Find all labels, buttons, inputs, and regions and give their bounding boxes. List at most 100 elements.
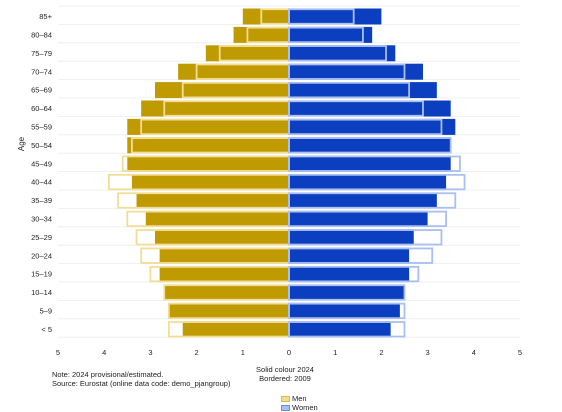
x-tick-label: 5 (518, 348, 522, 357)
x-tick-label: 2 (379, 348, 383, 357)
bar-women-2009 (288, 100, 424, 117)
bar-men-2024 (127, 137, 289, 154)
bar-women-2009 (288, 137, 452, 154)
bar-men-2024 (242, 8, 289, 25)
bar-men-2024 (178, 63, 289, 80)
age-tick-label: 40–44 (31, 178, 52, 187)
bar-women-2024 (289, 229, 414, 246)
x-tick-label: 5 (56, 348, 60, 357)
bar-women-2024 (289, 321, 391, 338)
bar-men-2024 (136, 192, 289, 209)
legend-item-women: Women (281, 403, 318, 412)
legend-item-men: Men (281, 394, 318, 403)
bar-men-2024 (155, 82, 289, 99)
bar-women-2024 (289, 137, 451, 154)
bar-women-2024 (289, 155, 451, 172)
bar-women-2024 (289, 284, 405, 301)
bar-women-2024 (289, 247, 410, 264)
age-tick-label: 50–54 (31, 141, 52, 150)
age-tick-label: < 5 (41, 325, 52, 334)
age-tick-label: 30–34 (31, 215, 52, 224)
bar-women-2024 (289, 63, 423, 80)
bar-men-2024 (127, 155, 289, 172)
axis-labels: 85+80–8475–7970–7465–6960–6455–5950–5445… (17, 12, 522, 357)
age-tick-label: 45–49 (31, 159, 52, 168)
bar-women-2024 (289, 174, 447, 191)
bar-women-2024 (289, 82, 437, 99)
age-tick-label: 75–79 (31, 49, 52, 58)
bar-women-2024 (289, 100, 451, 117)
age-tick-label: 25–29 (31, 233, 52, 242)
x-tick-label: 1 (333, 348, 337, 357)
legend-label-women: Women (292, 403, 318, 412)
age-tick-label: 70–74 (31, 67, 52, 76)
legend: Men Women (281, 394, 318, 412)
bar-women-2009 (288, 229, 443, 246)
source-text: Source: Eurostat (online data code: demo… (52, 379, 231, 388)
age-tick-label: 20–24 (31, 251, 52, 260)
bar-men-2024 (168, 302, 289, 319)
x-tick-label: 2 (195, 348, 199, 357)
bar-men-2024 (145, 210, 289, 227)
bar-men-2024 (182, 321, 289, 338)
x-tick-label: 4 (102, 348, 106, 357)
x-tick-label: 1 (241, 348, 245, 357)
age-tick-label: 10–14 (31, 288, 52, 297)
bar-women-2024 (289, 210, 428, 227)
bar-men-2024 (233, 26, 289, 43)
solid-bars-2024 (127, 8, 456, 338)
bar-women-2009 (288, 118, 443, 136)
x-tick-label: 4 (472, 348, 476, 357)
bar-women-2009 (288, 26, 364, 44)
bar-men-2024 (159, 266, 289, 283)
bar-women-2024 (289, 302, 400, 319)
x-tick-label: 3 (148, 348, 152, 357)
bar-women-2009 (288, 192, 457, 209)
bar-men-2024 (164, 284, 289, 301)
bar-women-2009 (288, 321, 406, 338)
bar-men-2024 (141, 100, 289, 117)
year-encoding-note: Solid colour 2024 Bordered: 2009 (240, 365, 330, 383)
bar-women-2009 (288, 265, 420, 283)
bar-men-2024 (205, 45, 289, 62)
age-tick-label: 65–69 (31, 86, 52, 95)
bar-women-2024 (289, 45, 396, 62)
y-axis-title: Age (17, 136, 26, 151)
source-note: Note: 2024 provisional/estimated. Source… (52, 370, 230, 388)
bar-men-2024 (155, 229, 289, 246)
center-note-line2: Bordered: 2009 (259, 374, 311, 383)
age-tick-label: 15–19 (31, 270, 52, 279)
bar-women-2009 (288, 81, 411, 99)
age-tick-label: 5–9 (39, 307, 52, 316)
bar-women-2009 (288, 302, 406, 320)
legend-swatch-men (281, 395, 290, 402)
age-tick-label: 80–84 (31, 31, 52, 40)
age-tick-label: 85+ (39, 12, 52, 21)
age-tick-label: 60–64 (31, 104, 52, 113)
bar-women-2009 (288, 173, 466, 191)
bar-men-2024 (159, 247, 289, 264)
bar-women-2009 (288, 155, 461, 172)
bar-women-2009 (288, 8, 355, 25)
bar-women-2009 (288, 63, 406, 80)
x-tick-label: 0 (287, 348, 291, 357)
bar-women-2024 (289, 8, 382, 25)
bar-women-2009 (288, 45, 387, 62)
age-tick-label: 55–59 (31, 123, 52, 132)
bar-men-2024 (131, 174, 289, 191)
bar-women-2024 (289, 192, 437, 209)
note-text: Note: 2024 provisional/estimated. (52, 370, 164, 379)
age-tick-label: 35–39 (31, 196, 52, 205)
bar-women-2009 (288, 284, 406, 301)
bar-women-2024 (289, 26, 373, 43)
bar-women-2024 (289, 266, 410, 283)
bar-women-2009 (288, 247, 434, 264)
bordered-bars-2009 (107, 8, 466, 338)
legend-swatch-women (281, 404, 290, 411)
legend-label-men: Men (292, 394, 307, 403)
bar-women-2024 (289, 118, 456, 135)
bar-women-2009 (288, 210, 447, 228)
center-note-line1: Solid colour 2024 (256, 365, 314, 374)
x-tick-label: 3 (426, 348, 430, 357)
